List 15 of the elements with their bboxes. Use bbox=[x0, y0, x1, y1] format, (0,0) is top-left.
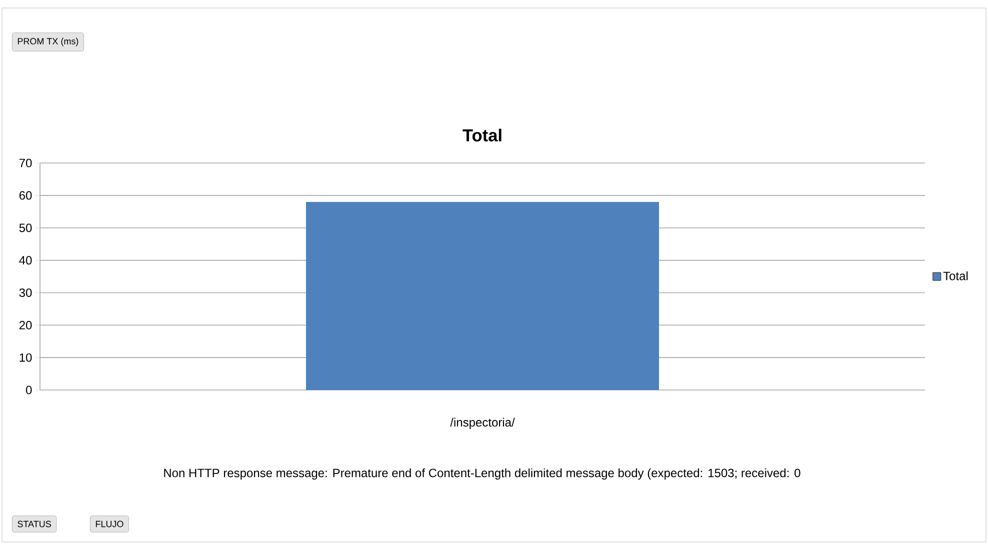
y-tick-label: 10 bbox=[20, 353, 32, 362]
y-tick-label: 70 bbox=[19, 158, 32, 168]
y-tick-label: 40 bbox=[19, 256, 32, 265]
text: Non HTTP response message: Premature end of Content-Length delimited message body (expected: 1503; received: 0 bbox=[164, 468, 800, 480]
x-tick-label: /inspectoria/ bbox=[450, 418, 515, 429]
y-tick-label: 50 bbox=[19, 224, 32, 232]
legend-label: Total bbox=[943, 271, 968, 280]
y-tick-label: 20 bbox=[19, 320, 32, 330]
y-tick-label: 60 bbox=[19, 191, 32, 200]
y-tick-label: 0 bbox=[26, 386, 32, 394]
text: PROM TX (ms) bbox=[18, 38, 78, 46]
text: STATUS bbox=[18, 520, 51, 528]
text: FLUJO bbox=[96, 520, 124, 528]
chart-title: Total bbox=[462, 128, 502, 142]
y-tick-label: 30 bbox=[19, 288, 32, 297]
